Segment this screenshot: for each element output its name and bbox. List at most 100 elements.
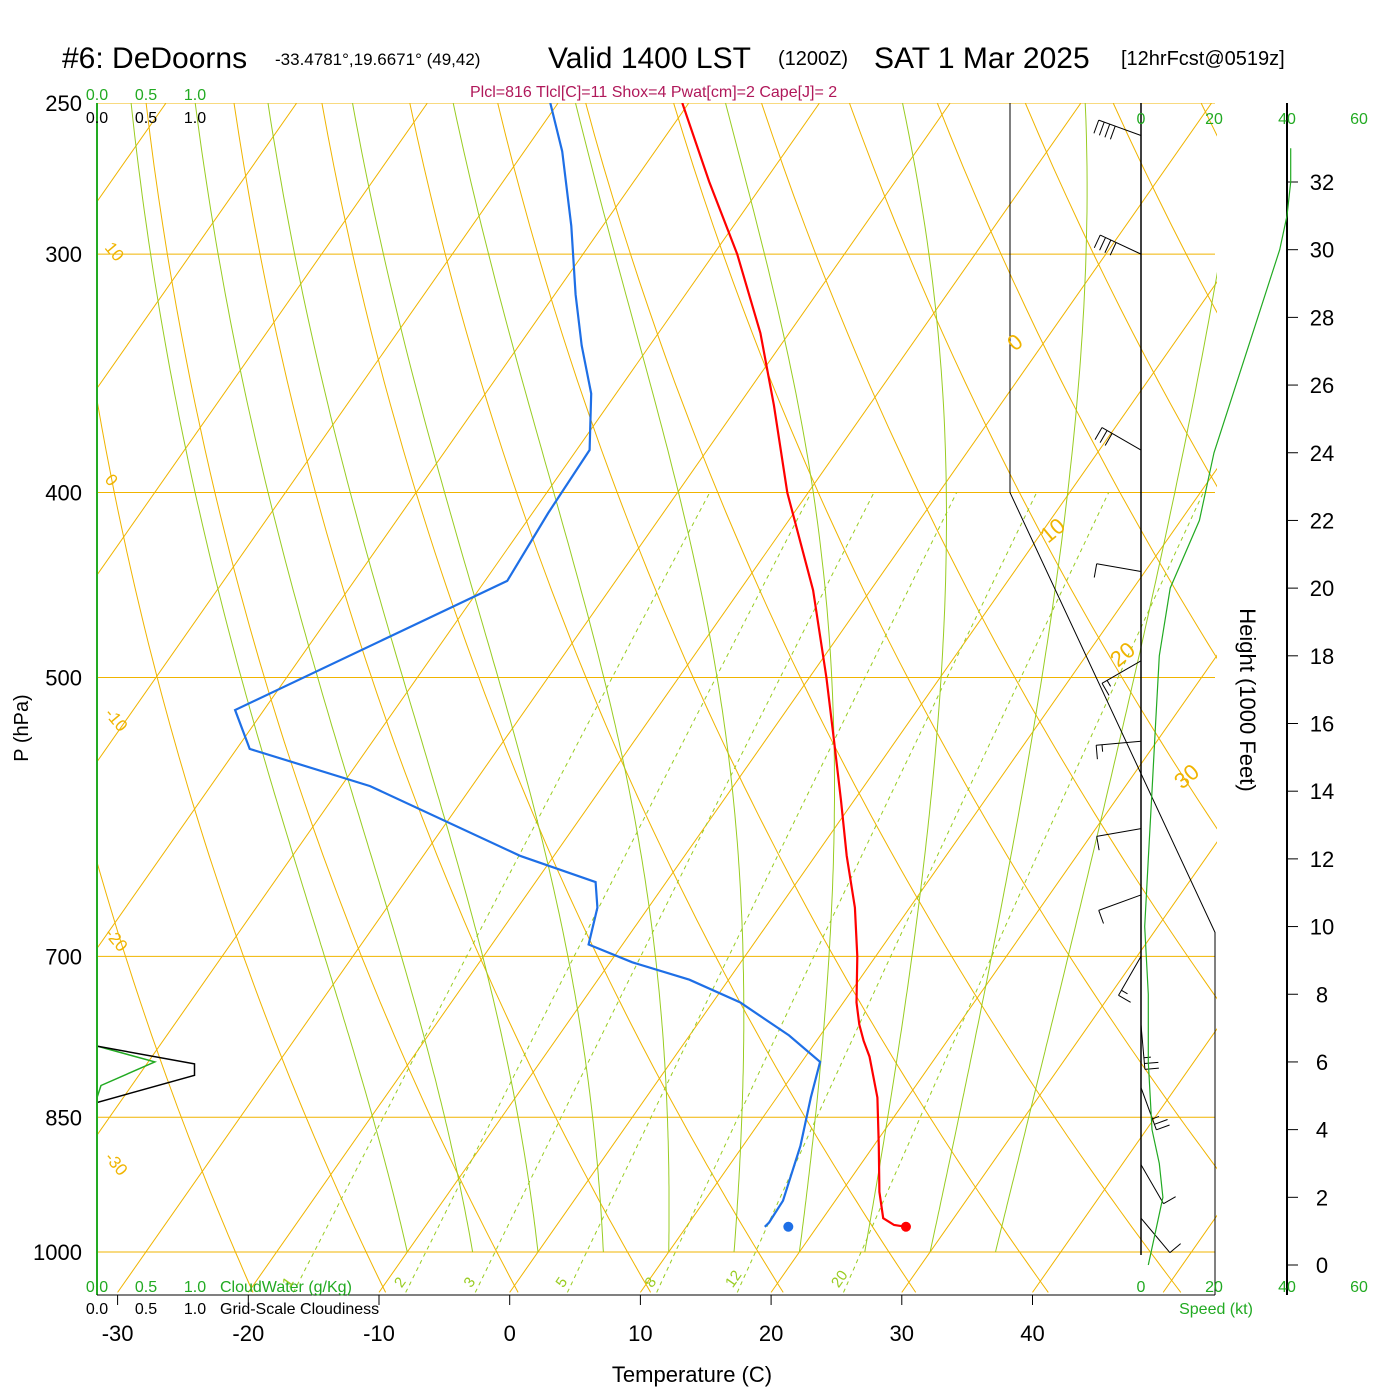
y-axis-label: P (hPa) <box>11 694 33 761</box>
cloudiness-tick-bottom: 1.0 <box>184 1301 206 1318</box>
wind-barb <box>1118 956 1142 1003</box>
dewpoint-line <box>233 103 822 1228</box>
x-tick-label: 10 <box>628 1321 652 1346</box>
mixing-ratio-label: 12 <box>722 1267 745 1290</box>
background-lines <box>97 103 1400 1293</box>
cloudiness-profile <box>97 1045 196 1104</box>
pressure-tick-label: 400 <box>45 481 82 506</box>
dry-adiabat-line <box>585 103 1182 1293</box>
isotherm-line <box>901 841 1217 1293</box>
isotherm-label: 0 <box>1002 329 1027 356</box>
speed-tick-top: 60 <box>1350 111 1368 128</box>
cloud-water-tick-bottom: 0.0 <box>86 1279 108 1296</box>
height-tick-label: 22 <box>1310 508 1334 533</box>
mixing-ratio-line <box>656 492 1038 1293</box>
wind-barb <box>1140 1217 1181 1254</box>
plot-frame <box>96 103 1216 1296</box>
height-tick-label: 12 <box>1310 847 1334 872</box>
dry-adiabat-label: -10 <box>101 704 131 735</box>
mixing-ratio-label: 5 <box>552 1274 571 1291</box>
mixing-ratio-label: 3 <box>460 1274 479 1291</box>
moist-adiabat-line <box>929 103 1088 1253</box>
x-tick-label: -20 <box>232 1321 264 1346</box>
isotherm-line <box>117 103 951 1293</box>
isotherm-line <box>97 103 559 763</box>
speed-axis-label: Speed (kt) <box>1179 1301 1253 1318</box>
dry-adiabat-line <box>1377 103 1400 1292</box>
cloudiness-label: Grid-Scale Cloudiness <box>220 1301 379 1318</box>
wind-barb <box>1093 119 1142 140</box>
isotherm-line <box>1294 103 1400 1292</box>
wind-barb <box>1140 1164 1176 1205</box>
wind-barb <box>1095 740 1142 760</box>
isotherm-line <box>97 103 428 576</box>
height-tick-label: 10 <box>1310 915 1334 940</box>
x-axis-label: Temperature (C) <box>612 1362 772 1387</box>
x-tick-label: -10 <box>363 1321 395 1346</box>
wind-barb <box>1093 563 1142 578</box>
x-tick-label: 40 <box>1020 1321 1044 1346</box>
dry-adiabat-line <box>497 103 1049 1293</box>
isotherm-line <box>770 654 1217 1293</box>
axis-labels: -30 -20 -10 0 10 20 30 40 Temperature (C) 2 5 0 300 4… <box>11 87 1204 1387</box>
valid-date: SAT 1 Mar 2025 <box>874 42 1090 75</box>
mixing-ratio-label: 20 <box>828 1267 851 1290</box>
mixing-ratio-line <box>474 492 875 1293</box>
sounding-params: Plcl=816 Tlcl[C]=11 Shox=4 Pwat[cm]=2 Ca… <box>470 84 838 101</box>
x-tick-label: -30 <box>102 1321 134 1346</box>
dry-adiabat-line <box>409 103 917 1293</box>
height-tick-label: 14 <box>1310 779 1334 804</box>
dry-adiabat-line <box>97 397 387 1293</box>
height-tick-label: 20 <box>1310 576 1334 601</box>
surface-dewpoint-point <box>783 1221 794 1232</box>
dry-adiabat-line <box>761 103 1217 1000</box>
isotherm-line <box>97 103 690 950</box>
zulu-time: (1200Z) <box>778 48 849 70</box>
station-coords: -33.4781°,19.6671° (49,42) <box>275 50 481 69</box>
isotherm-line <box>247 103 1082 1293</box>
dry-adiabat-line <box>936 103 1217 660</box>
mixing-ratio-line <box>566 492 958 1293</box>
isotherm-line <box>378 103 1213 1293</box>
cloudiness-tick-top: 0.0 <box>86 110 108 127</box>
moist-adiabat-line <box>452 103 670 1253</box>
cloud-water-tick-top: 0.5 <box>135 87 157 104</box>
dry-adiabat-line <box>1289 103 1400 1292</box>
pressure-tick-label: 300 <box>45 242 82 267</box>
isotherm-label: 30 <box>1169 759 1204 794</box>
wind-barb <box>1098 894 1142 924</box>
cloudiness-tick-top: 1.0 <box>184 110 206 127</box>
moist-adiabat-line <box>352 103 604 1253</box>
cloud-water-tick-top: 0.0 <box>86 87 108 104</box>
height-tick-label: 28 <box>1310 305 1334 330</box>
height-tick-label: 6 <box>1316 1050 1328 1075</box>
valid-time: Valid 1400 LST <box>548 42 751 75</box>
pressure-tick-label: 850 <box>45 1105 82 1130</box>
dry-adiabat-label: -20 <box>101 924 131 955</box>
cloudiness-tick-bottom: 0.0 <box>86 1301 108 1318</box>
speed-tick-top: 0 <box>1137 111 1146 128</box>
cloud-water-label: CloudWater (g/Kg) <box>220 1279 352 1296</box>
forecast-info: [12hrFcst@0519z] <box>1121 48 1285 70</box>
height-tick-label: 26 <box>1310 373 1334 398</box>
height-axis-label: Height (1000 Feet) <box>1235 608 1260 791</box>
isotherm-line <box>1032 1027 1217 1293</box>
moist-adiabat-line <box>194 103 474 1253</box>
temperature-line <box>681 103 907 1228</box>
moist-adiabat-line <box>725 103 835 1253</box>
mixing-ratio-line <box>292 492 711 1293</box>
cloudiness-tick-bottom: 0.5 <box>135 1301 157 1318</box>
surface-temperature-point <box>900 1221 911 1232</box>
speed-profile-line <box>1144 148 1292 1266</box>
height-tick-label: 0 <box>1316 1253 1328 1278</box>
cloud-water-tick-top: 1.0 <box>184 87 206 104</box>
cloudiness-tick-top: 0.5 <box>135 110 157 127</box>
dry-adiabat-line <box>1200 103 1217 137</box>
speed-tick-bottom: 40 <box>1278 1279 1296 1296</box>
height-tick-label: 18 <box>1310 644 1334 669</box>
mixing-ratio-label: 2 <box>391 1274 410 1291</box>
dry-adiabat-line <box>321 103 784 1293</box>
wind-barb <box>1094 427 1142 451</box>
height-tick-label: 32 <box>1310 170 1334 195</box>
